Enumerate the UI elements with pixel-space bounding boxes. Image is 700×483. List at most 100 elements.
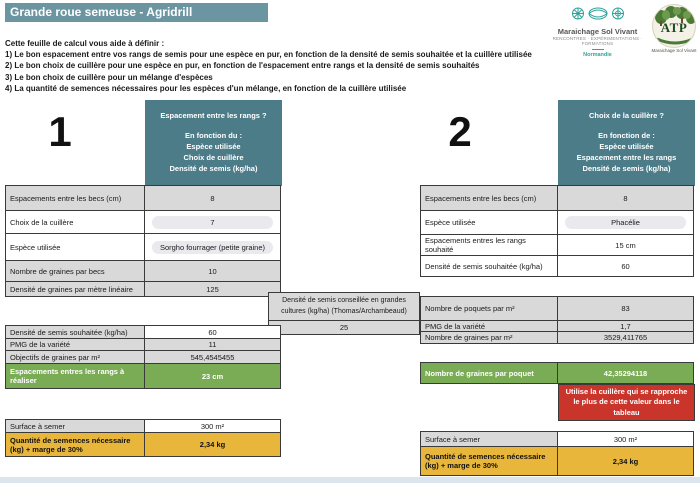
table-row: Espèce utilisée Sorgho fourrager (petite… <box>5 233 281 261</box>
table-row: Nombre de graines par m² 3529,411765 <box>420 331 694 344</box>
atp-logo-circle: ATP <box>652 4 696 48</box>
section2-factor: Espèce utilisée <box>599 141 654 151</box>
table-row: Nombre de graines par becs 10 <box>5 260 281 282</box>
cuillere-dropdown[interactable]: 7 <box>144 210 281 234</box>
espece-dropdown[interactable]: Sorgho fourrager (petite graine) <box>144 233 281 261</box>
msv-logo: Maraichage Sol Vivant RENCONTRES · EXPÉR… <box>549 6 646 58</box>
density-advice-note: Densité de semis conseillée en grandes c… <box>268 292 420 335</box>
table-row: PMG de la variété 1,7 <box>420 320 694 332</box>
row-value: 8 <box>557 185 694 211</box>
row-label: Espacements entre les becs (cm) <box>420 185 558 211</box>
section1-factor: Espèce utilisée <box>186 141 241 151</box>
section2-table-middle: Nombre de poquets par m² 83 PMG de la va… <box>420 296 694 344</box>
densite-souhaitee-input[interactable]: 60 <box>144 325 281 339</box>
row-value: 545,4545455 <box>144 350 281 364</box>
table-row: Surface à semer 300 m² <box>420 431 694 447</box>
section2-header-question: Choix de la cuillère ? <box>588 111 665 120</box>
msv-logo-icon <box>571 7 624 20</box>
row-label: Densité de semis souhaitée (kg/ha) <box>5 325 145 339</box>
table-row: Choix de la cuillère 7 <box>5 210 281 234</box>
atp-logo-trees-icon <box>655 6 695 45</box>
msv-logo-region: Normandie <box>583 52 612 58</box>
section2-header-intro: En fonction de : <box>598 130 655 140</box>
section1-factor: Choix de cuillère <box>183 152 244 162</box>
atp-logo-caption: Maraichage Sol Vivant <box>651 48 697 53</box>
row-label: Surface à semer <box>5 419 145 433</box>
cuillere-dropdown-value[interactable]: 7 <box>152 215 273 229</box>
result-value: 42,35294118 <box>557 362 694 384</box>
row-value: 8 <box>144 185 281 211</box>
section1-table-bottom: Surface à semer 300 m² Quantité de semen… <box>5 419 281 457</box>
row-label: Densité de semis souhaitée (kg/ha) <box>420 255 558 277</box>
section2-number: 2 <box>448 108 472 155</box>
result-value: 23 cm <box>144 363 281 389</box>
row-label: Espèce utilisée <box>420 210 558 235</box>
table-row: Objectifs de graines par m² 545,4545455 <box>5 350 281 364</box>
section2-result: Nombre de graines par poquet 42,35294118 <box>420 362 694 384</box>
result-row: Nombre de graines par poquet 42,35294118 <box>420 362 694 384</box>
row-label: Espacements entres les rangs souhaité <box>420 234 558 256</box>
result-label: Nombre de graines par poquet <box>420 362 558 384</box>
result-row: Quantité de semences nécessaire (kg) + m… <box>5 432 281 457</box>
result-label: Quantité de semences nécessaire (kg) + m… <box>420 446 558 476</box>
msv-logo-name: Maraichage Sol Vivant <box>557 27 638 36</box>
section2-header: Choix de la cuillère ? En fonction de : … <box>558 100 695 186</box>
section2-table-bottom: Surface à semer 300 m² Quantité de semen… <box>420 431 694 476</box>
row-value: 125 <box>144 281 281 297</box>
section1-factor: Densité de semis (kg/ha) <box>169 163 258 173</box>
espece-dropdown-value[interactable]: Sorgho fourrager (petite graine) <box>152 240 273 254</box>
msv-logo-tagline: RENCONTRES · EXPÉRIMENTATIONS · FORMATIO… <box>552 36 643 46</box>
intro-line-4: 4) La quantité de semences nécessaires p… <box>5 83 407 93</box>
row-label: Objectifs de graines par m² <box>5 350 145 364</box>
section1-number: 1 <box>48 108 72 155</box>
section2-factor: Espacement entre les rangs <box>576 152 677 162</box>
section2-factor: Densité de semis (kg/ha) <box>582 163 671 173</box>
density-advice-value: 25 <box>268 320 420 335</box>
row-label: Nombre de graines par m² <box>420 331 558 344</box>
table-row: Nombre de poquets par m² 83 <box>420 296 694 321</box>
section2-table-top: Espacements entre les becs (cm) 8 Espèce… <box>420 185 694 277</box>
bottom-strip <box>0 477 700 483</box>
table-row: Espacements entre les becs (cm) 8 <box>420 185 694 211</box>
section1-table-top: Espacements entre les becs (cm) 8 Choix … <box>5 185 281 297</box>
table-row: Espacements entres les rangs souhaité 15… <box>420 234 694 256</box>
result-row: Quantité de semences nécessaire (kg) + m… <box>420 446 694 476</box>
section1-header-intro: En fonction du : <box>184 130 243 140</box>
row-label: Nombre de poquets par m² <box>420 296 558 321</box>
table-row: Espacements entre les becs (cm) 8 <box>5 185 281 211</box>
msv-logo-divider <box>591 49 604 50</box>
table-row: Densité de semis souhaitée (kg/ha) 60 <box>5 325 281 339</box>
row-value: 3529,411765 <box>557 331 694 344</box>
espece-dropdown-value[interactable]: Phacélie <box>565 216 686 229</box>
row-label: Surface à semer <box>420 431 558 447</box>
surface-input[interactable]: 300 m² <box>557 431 694 447</box>
table-row: Surface à semer 300 m² <box>5 419 281 433</box>
densite-souhaitee-input[interactable]: 60 <box>557 255 694 277</box>
intro-text: Cette feuille de calcul vous aide à défi… <box>5 38 550 94</box>
espece-dropdown[interactable]: Phacélie <box>557 210 694 235</box>
result-row: Espacements entres les rangs à réaliser … <box>5 363 281 389</box>
table-row: Densité de semis souhaitée (kg/ha) 60 <box>420 255 694 277</box>
page-title: Grande roue semeuse - Agridrill <box>5 3 268 22</box>
surface-input[interactable]: 300 m² <box>144 419 281 433</box>
rangs-input[interactable]: 15 cm <box>557 234 694 256</box>
intro-line-1: 1) Le bon espacement entre vos rangs de … <box>5 50 532 60</box>
result-label: Quantité de semences nécessaire (kg) + m… <box>5 432 145 457</box>
atp-logo-acronym: ATP <box>660 20 688 35</box>
table-row: Densité de graines par mètre linéaire 12… <box>5 281 281 297</box>
intro-line-2: 2) Le bon choix de cuillère pour une esp… <box>5 61 480 71</box>
row-label: Choix de la cuillère <box>5 210 145 234</box>
result-label: Espacements entres les rangs à réaliser <box>5 363 145 389</box>
section1-header: Espacement entre les rangs ? En fonction… <box>145 100 282 186</box>
section1-header-question: Espacement entre les rangs ? <box>160 111 267 120</box>
cuillere-warning: Utilise la cuillère qui se rapproche le … <box>558 384 695 421</box>
row-label: Espacements entre les becs (cm) <box>5 185 145 211</box>
row-label: Densité de graines par mètre linéaire <box>5 281 145 297</box>
row-label: Espèce utilisée <box>5 233 145 261</box>
row-value: 83 <box>557 296 694 321</box>
intro-heading: Cette feuille de calcul vous aide à défi… <box>5 39 165 48</box>
result-value: 2,34 kg <box>557 446 694 476</box>
intro-line-3: 3) Le bon choix de cuillère pour un méla… <box>5 72 213 82</box>
row-label: Nombre de graines par becs <box>5 260 145 282</box>
